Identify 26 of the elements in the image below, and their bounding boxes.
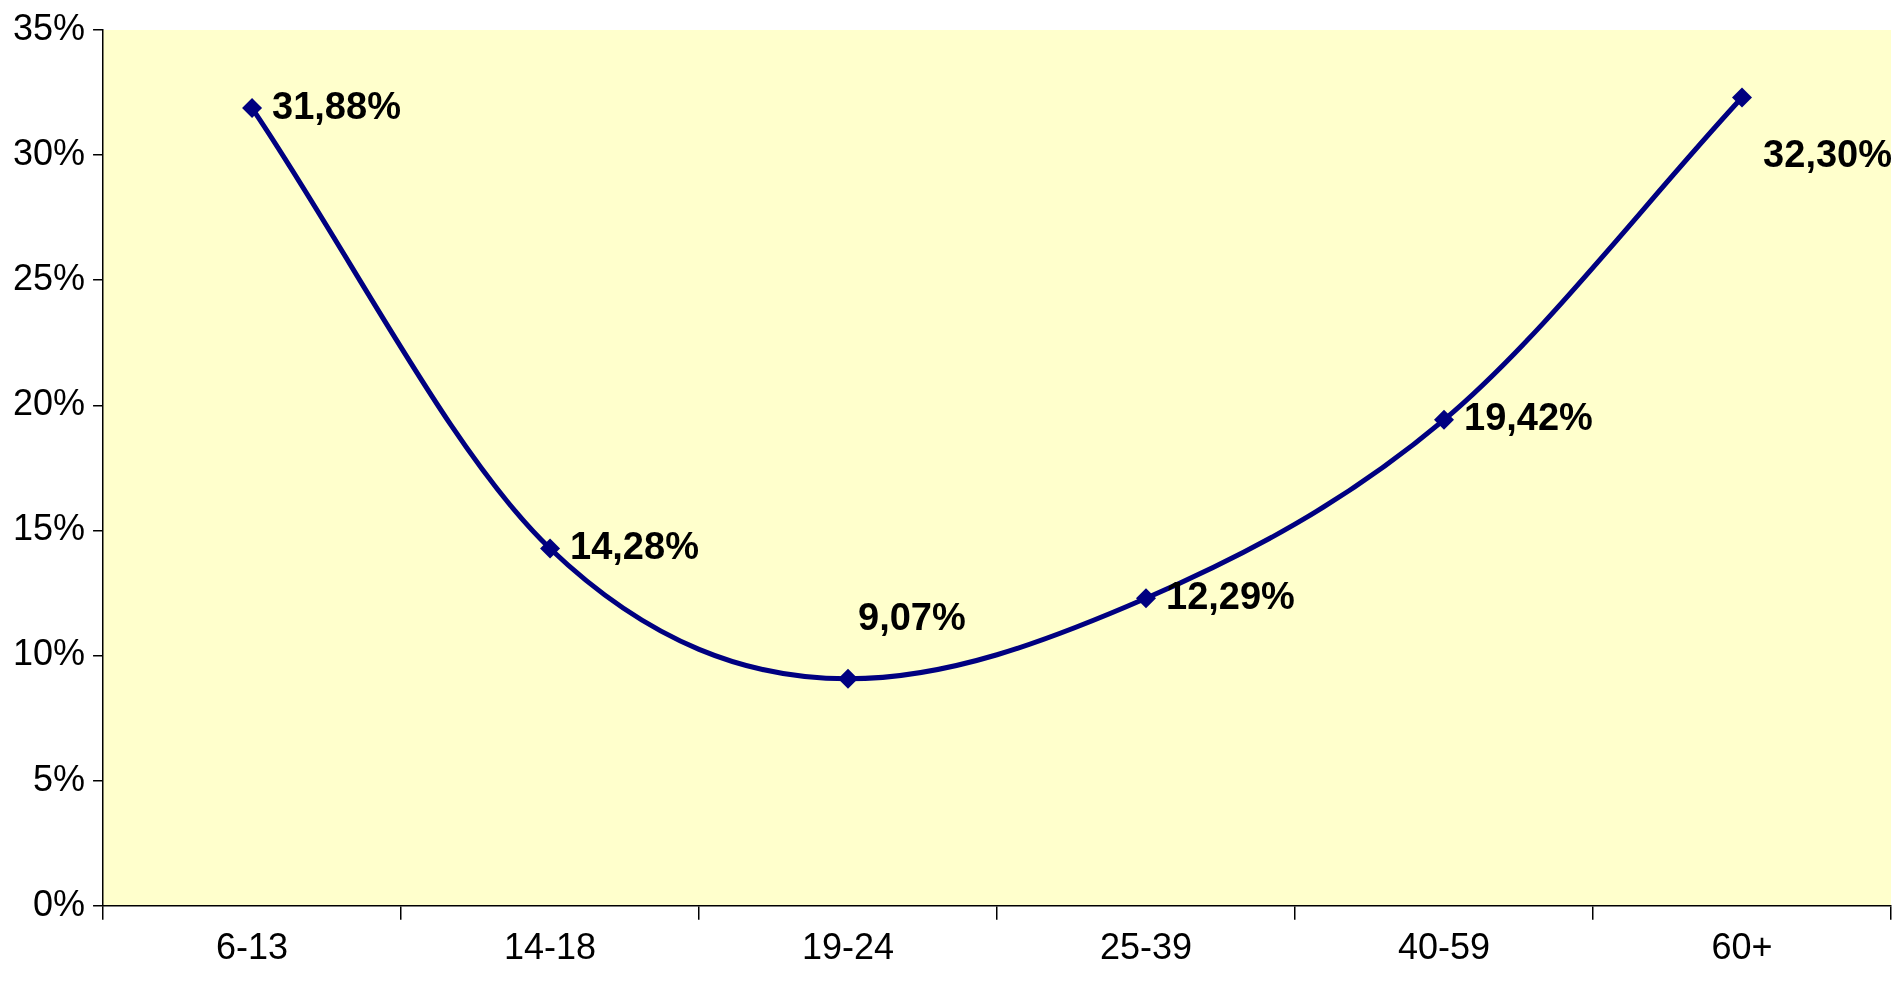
y-tick-label: 15% <box>12 507 86 549</box>
y-tick-label: 20% <box>12 382 86 424</box>
x-tick-label: 6-13 <box>216 926 289 968</box>
x-tick-label: 60+ <box>1711 926 1773 968</box>
data-label: 19,42% <box>1464 396 1593 439</box>
y-tick-label: 10% <box>12 632 86 674</box>
x-tick-label: 25-39 <box>1099 926 1193 968</box>
x-tick-label: 19-24 <box>801 926 895 968</box>
y-tick-label: 30% <box>12 132 86 174</box>
data-label: 32,30% <box>1763 133 1892 176</box>
y-tick-label: 0% <box>33 882 86 924</box>
data-label: 12,29% <box>1166 574 1295 617</box>
x-tick-label: 14-18 <box>504 926 597 968</box>
point <box>540 538 561 559</box>
point <box>1434 409 1455 430</box>
point <box>838 668 859 689</box>
point <box>1136 588 1157 609</box>
data-label: 14,28% <box>570 524 699 567</box>
y-tick-label: 25% <box>12 257 86 299</box>
data-label: 9,07% <box>858 596 966 639</box>
x-tick-label: 40-59 <box>1397 926 1491 968</box>
point <box>1732 87 1752 108</box>
y-tick-label: 35% <box>12 6 86 48</box>
point <box>242 98 263 119</box>
data-label: 31,88% <box>272 84 401 127</box>
y-tick-label: 5% <box>33 757 86 799</box>
